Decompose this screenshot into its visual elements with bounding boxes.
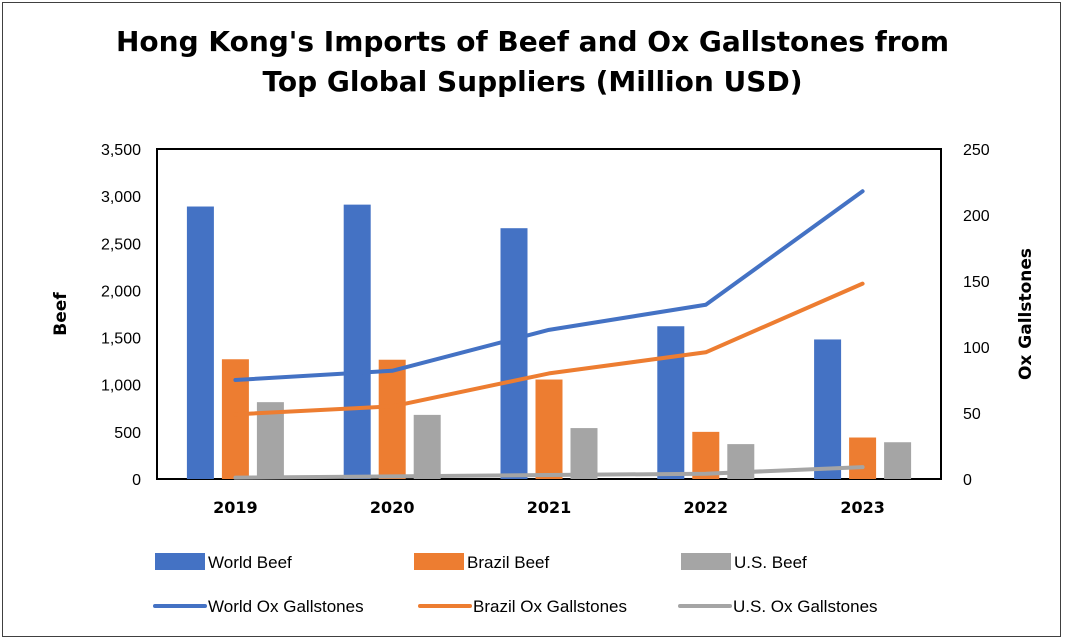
y-right-tick-label: 150 [963, 274, 990, 291]
legend-label: World Ox Gallstones [208, 597, 364, 616]
y-left-axis-title: Beef [51, 292, 71, 336]
legend-swatch-world-beef [155, 553, 205, 570]
legend: World Beef Brazil Beef U.S. Beef World Ox G… [153, 553, 878, 616]
x-tick-label: 2022 [684, 498, 729, 517]
bars [186, 204, 912, 479]
y-left-tick-label: 1,500 [101, 331, 141, 348]
bar-brazil-beef-2019 [221, 359, 249, 479]
bar-u-s-beef-2020 [413, 414, 441, 479]
legend-label: Brazil Beef [467, 553, 549, 572]
x-tick-label: 2023 [840, 498, 885, 517]
y-right-tick-label: 200 [963, 208, 990, 225]
bar-world-beef-2022 [657, 326, 685, 479]
y-left-tick-label: 2,000 [101, 283, 141, 300]
y-right-tick-label: 50 [963, 406, 981, 423]
x-tick-label: 2020 [370, 498, 415, 517]
bar-brazil-beef-2023 [849, 437, 877, 479]
chart-title-line-2: Top Global Suppliers (Million USD) [262, 65, 803, 98]
bar-world-beef-2021 [500, 228, 528, 479]
legend-label: U.S. Beef [734, 553, 807, 572]
y-right-tick-label: 100 [963, 340, 990, 357]
bar-world-beef-2023 [814, 339, 842, 479]
bar-u-s-beef-2023 [884, 442, 912, 479]
lines [233, 189, 865, 480]
y-right-tick-label: 0 [963, 472, 972, 489]
bar-world-beef-2020 [343, 204, 371, 479]
bar-u-s-beef-2021 [570, 428, 598, 479]
y-right-axis-title: Ox Gallstones [1016, 248, 1036, 380]
line-u-s-ox-gallstones [233, 465, 865, 480]
legend-label: World Beef [208, 553, 292, 572]
bar-brazil-beef-2021 [535, 379, 563, 479]
y-left-tick-label: 0 [132, 472, 141, 489]
bar-brazil-beef-2020 [378, 359, 406, 479]
line-brazil-ox-gallstones [233, 281, 865, 417]
line-world-ox-gallstones [233, 189, 865, 382]
chart-title-line-1: Hong Kong's Imports of Beef and Ox Galls… [115, 25, 950, 58]
x-tick-label: 2021 [527, 498, 572, 517]
tick-labels: 0 500 1,000 1,500 2,000 2,500 3,000 3,500 0 50 100… [101, 142, 990, 517]
legend-label: U.S. Ox Gallstones [733, 597, 878, 616]
y-left-tick-label: 500 [114, 425, 141, 442]
legend-swatch-brazil-beef [414, 553, 464, 570]
y-left-tick-label: 2,500 [101, 236, 141, 253]
legend-swatch-u-s-beef [681, 553, 731, 570]
bar-brazil-beef-2022 [692, 431, 720, 479]
chart-title: Hong Kong's Imports of Beef and Ox Galls… [0, 22, 1065, 102]
y-right-tick-label: 250 [963, 142, 990, 159]
x-tick-label: 2019 [213, 498, 258, 517]
legend-label: Brazil Ox Gallstones [473, 597, 627, 616]
y-left-tick-label: 3,500 [101, 142, 141, 159]
y-left-tick-label: 1,000 [101, 378, 141, 395]
y-left-tick-label: 3,000 [101, 189, 141, 206]
bar-world-beef-2019 [186, 206, 214, 479]
